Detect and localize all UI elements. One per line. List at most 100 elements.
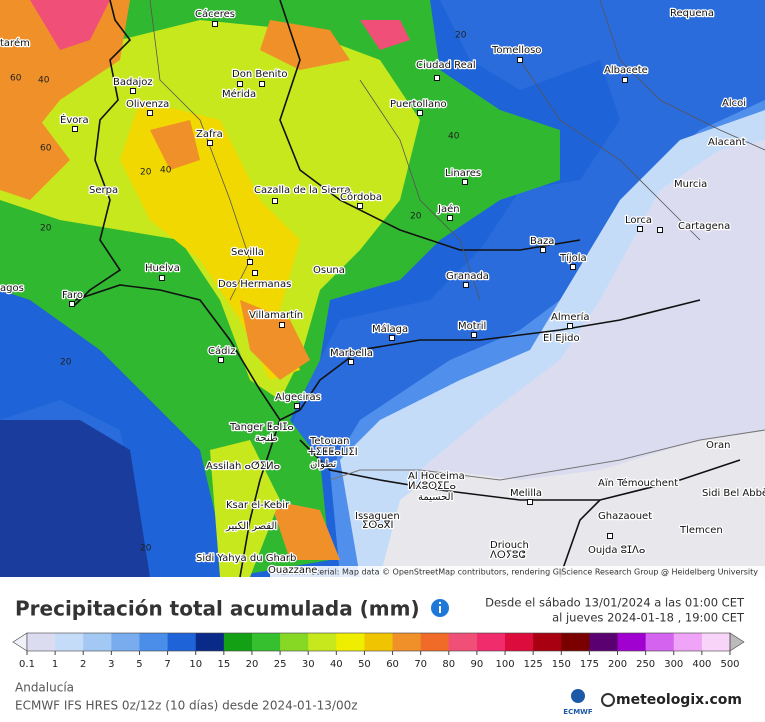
- legend-swatch: [673, 633, 703, 651]
- legend-label: 5: [136, 659, 142, 670]
- city-label: Serpa: [89, 185, 118, 196]
- city-label: ⵜⵉⵟⵟⴰⵡⵉⵏ: [308, 447, 358, 458]
- city-marker: [147, 110, 153, 116]
- legend-label: 7: [164, 659, 170, 670]
- contour-label: 40: [160, 166, 172, 176]
- city-label: Málaga: [372, 323, 408, 335]
- legend-swatch: [476, 633, 506, 651]
- city-label: Jaén: [437, 203, 460, 215]
- city-label: Don Benito: [232, 69, 288, 80]
- legend-swatch: [280, 633, 309, 651]
- footer: Andalucía ECMWF IFS HRES 0z/12z (10 días…: [15, 681, 742, 717]
- city-label: Oran: [706, 440, 730, 451]
- city-marker: [637, 226, 643, 232]
- header: Precipitación total acumulada (mm) Desde…: [15, 596, 745, 625]
- legend-label: 90: [471, 659, 484, 670]
- city-marker: [159, 275, 165, 281]
- legend-label: 70: [414, 659, 427, 670]
- city-marker: [434, 75, 440, 81]
- legend-label: 175: [580, 659, 599, 670]
- model-info: ECMWF IFS HRES 0z/12z (10 días) desde 20…: [15, 699, 358, 713]
- legend-swatch: [533, 633, 562, 651]
- legend-arrow-right: [729, 632, 745, 652]
- city-label: Cádiz: [208, 345, 236, 357]
- city-label: Badajoz: [113, 77, 153, 88]
- city-marker: [294, 403, 300, 409]
- city-marker: [540, 247, 546, 253]
- city-marker: [471, 332, 477, 338]
- city-label: Tomelloso: [491, 45, 541, 56]
- legend: 0.1 1 2 3 5 7 10 15 20 25 30 40 50 60 70 80 90 100 125 150 1…: [12, 632, 745, 670]
- legend-label: 400: [692, 659, 711, 670]
- legend-swatch: [645, 633, 675, 651]
- contour-label: 20: [140, 168, 152, 178]
- city-marker: [463, 282, 469, 288]
- city-label: Oujda ⵓⵊⴷⴰ: [588, 545, 645, 556]
- legend-label: 30: [302, 659, 315, 670]
- city-marker: [348, 359, 354, 365]
- city-label: Requena: [670, 8, 714, 19]
- city-label: Tanger ⵟⴰⵏⵊⴰ: [229, 422, 294, 433]
- contour-label: 20: [140, 544, 152, 554]
- city-label: Murcia: [674, 179, 707, 190]
- city-label: Olivenza: [126, 99, 169, 110]
- legend-label: 50: [358, 659, 371, 670]
- city-label: طنجة: [255, 433, 278, 444]
- city-label: Issaguen: [355, 511, 400, 522]
- city-label: Sidi Bel Abbès: [702, 487, 765, 499]
- city-label: Tetouan: [309, 436, 349, 447]
- city-label: الحسيمة: [418, 492, 453, 503]
- city-label: Sevilla: [231, 247, 264, 258]
- city-label: Zafra: [196, 129, 223, 140]
- legend-label: 100: [495, 659, 514, 670]
- legend-label: 20: [246, 659, 259, 670]
- city-label: Albacete: [604, 65, 648, 76]
- city-marker: [212, 21, 218, 27]
- city-label: Huelva: [145, 263, 180, 274]
- city-label: agos: [0, 283, 24, 294]
- city-marker: [72, 126, 78, 132]
- city-label: ⵍⵃⵓⵙⵉⵎⴰ: [408, 481, 456, 492]
- city-label: Granada: [446, 271, 489, 282]
- city-label: Sidi Yahya du Gharb: [196, 553, 296, 564]
- city-label: Ksar el-Kebir: [226, 500, 290, 511]
- region: Andalucía: [15, 681, 74, 695]
- city-label: Alcoi: [722, 98, 746, 109]
- contour-label: 60: [10, 74, 22, 84]
- city-label: Faro: [62, 290, 83, 301]
- city-label: تطوان: [310, 459, 336, 470]
- contour-label: 40: [448, 132, 460, 142]
- city-marker: [69, 301, 75, 307]
- city-label: Baza: [530, 236, 554, 247]
- legend-swatch: [364, 633, 394, 651]
- legend-label: 200: [608, 659, 627, 670]
- legend-swatch: [392, 633, 422, 651]
- city-label: Al Hoceima: [408, 471, 465, 482]
- city-marker: [247, 259, 253, 265]
- contour-label: 20: [410, 212, 422, 222]
- city-marker: [570, 264, 576, 270]
- city-marker: [567, 323, 573, 329]
- legend-arrow-left: [12, 632, 28, 652]
- city-marker: [417, 110, 423, 116]
- legend-label: 25: [274, 659, 287, 670]
- city-label: Évora: [60, 113, 89, 126]
- city-label: El Ejido: [543, 333, 580, 344]
- city-label: Aïn Témouchent: [598, 477, 678, 489]
- city-label: Lorca: [625, 215, 652, 226]
- city-label: Ouazzane: [268, 565, 317, 576]
- contour-label: 60: [40, 144, 52, 154]
- legend-label: 0.1: [19, 659, 35, 670]
- map-attribution: Kartenmaterial: Map data © OpenStreetMap…: [277, 568, 758, 577]
- contour-label: 20: [455, 31, 467, 41]
- city-label: Cazalla de la Sierra: [254, 185, 351, 196]
- legend-label: 500: [720, 659, 739, 670]
- city-marker: [237, 81, 243, 87]
- city-label: tarém: [0, 37, 30, 49]
- city-label: Dos Hermanas: [218, 279, 291, 290]
- contour-label: 40: [38, 76, 50, 86]
- city-marker: [218, 357, 224, 363]
- city-label: Assilah ⴰⵚⵉⵍⴰ: [206, 461, 280, 472]
- legend-label: 10: [189, 659, 202, 670]
- legend-swatch: [589, 633, 619, 651]
